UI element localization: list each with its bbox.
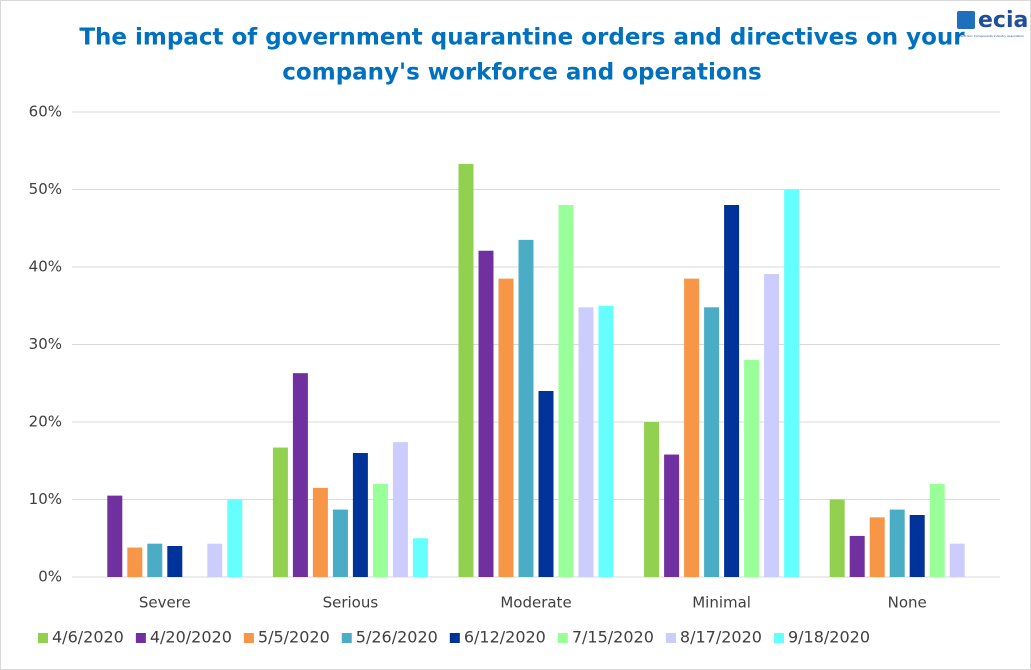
bar [578, 307, 594, 577]
y-tick-label: 20% [29, 413, 62, 431]
chart-title: company's workforce and operations [282, 60, 761, 86]
legend-swatch [557, 633, 568, 643]
bar [352, 453, 368, 577]
bar [664, 454, 680, 577]
bar [684, 278, 700, 577]
logo-icon [957, 11, 975, 29]
x-tick-label: Minimal [692, 594, 751, 612]
y-tick-label: 60% [29, 103, 62, 121]
bar [889, 509, 905, 577]
logo: ecia [978, 8, 1028, 33]
x-tick-label: Severe [139, 594, 191, 612]
legend-swatch [341, 633, 352, 643]
bar [107, 495, 123, 577]
bar [478, 250, 494, 577]
bar [127, 547, 143, 577]
bar [392, 442, 408, 577]
bar [207, 543, 223, 577]
x-tick-label: Moderate [500, 594, 571, 612]
bar [498, 278, 514, 577]
bar [147, 543, 163, 577]
legend-swatch [665, 633, 676, 643]
legend-label: 5/5/2020 [258, 628, 330, 647]
y-tick-label: 30% [29, 335, 62, 353]
bar [412, 538, 428, 577]
logo-subtitle: Electronic Components Industry Associati… [958, 34, 1024, 38]
bar [598, 305, 614, 577]
legend-swatch [449, 633, 460, 643]
bar [272, 447, 288, 577]
bar [227, 499, 243, 577]
legend-swatch [38, 633, 48, 643]
bar [829, 499, 845, 577]
bar [312, 487, 328, 577]
bar [849, 535, 865, 577]
bar [458, 163, 474, 578]
y-tick-label: 50% [29, 180, 62, 198]
bar [167, 546, 183, 577]
legend-swatch [243, 633, 254, 643]
bar [644, 422, 660, 577]
bar [518, 239, 534, 577]
bar [558, 205, 574, 577]
bar [724, 205, 740, 577]
y-tick-label: 40% [29, 258, 62, 276]
bar [372, 484, 388, 577]
legend-label: 8/17/2020 [680, 628, 762, 647]
bar [538, 391, 554, 577]
legend-swatch [135, 633, 146, 643]
bar [869, 517, 885, 577]
x-tick-label: Serious [323, 594, 379, 612]
bar [764, 273, 780, 577]
legend-label: 6/12/2020 [464, 628, 546, 647]
bar [784, 189, 800, 577]
bar [949, 543, 965, 577]
legend-label: 5/26/2020 [356, 628, 438, 647]
legend-label: 7/15/2020 [572, 628, 654, 647]
legend-swatch [773, 633, 784, 643]
bar [704, 307, 720, 577]
legend-label: 4/6/2020 [52, 628, 124, 647]
bar [744, 360, 760, 577]
legend-label: 4/20/2020 [150, 628, 232, 647]
bar [292, 373, 308, 577]
y-tick-label: 10% [29, 490, 62, 508]
bar [909, 515, 925, 577]
legend-label: 9/18/2020 [788, 628, 870, 647]
bar [929, 484, 945, 577]
bar [332, 509, 348, 577]
y-tick-label: 0% [38, 568, 62, 586]
chart-title: The impact of government quarantine orde… [79, 25, 965, 51]
x-tick-label: None [888, 594, 927, 612]
